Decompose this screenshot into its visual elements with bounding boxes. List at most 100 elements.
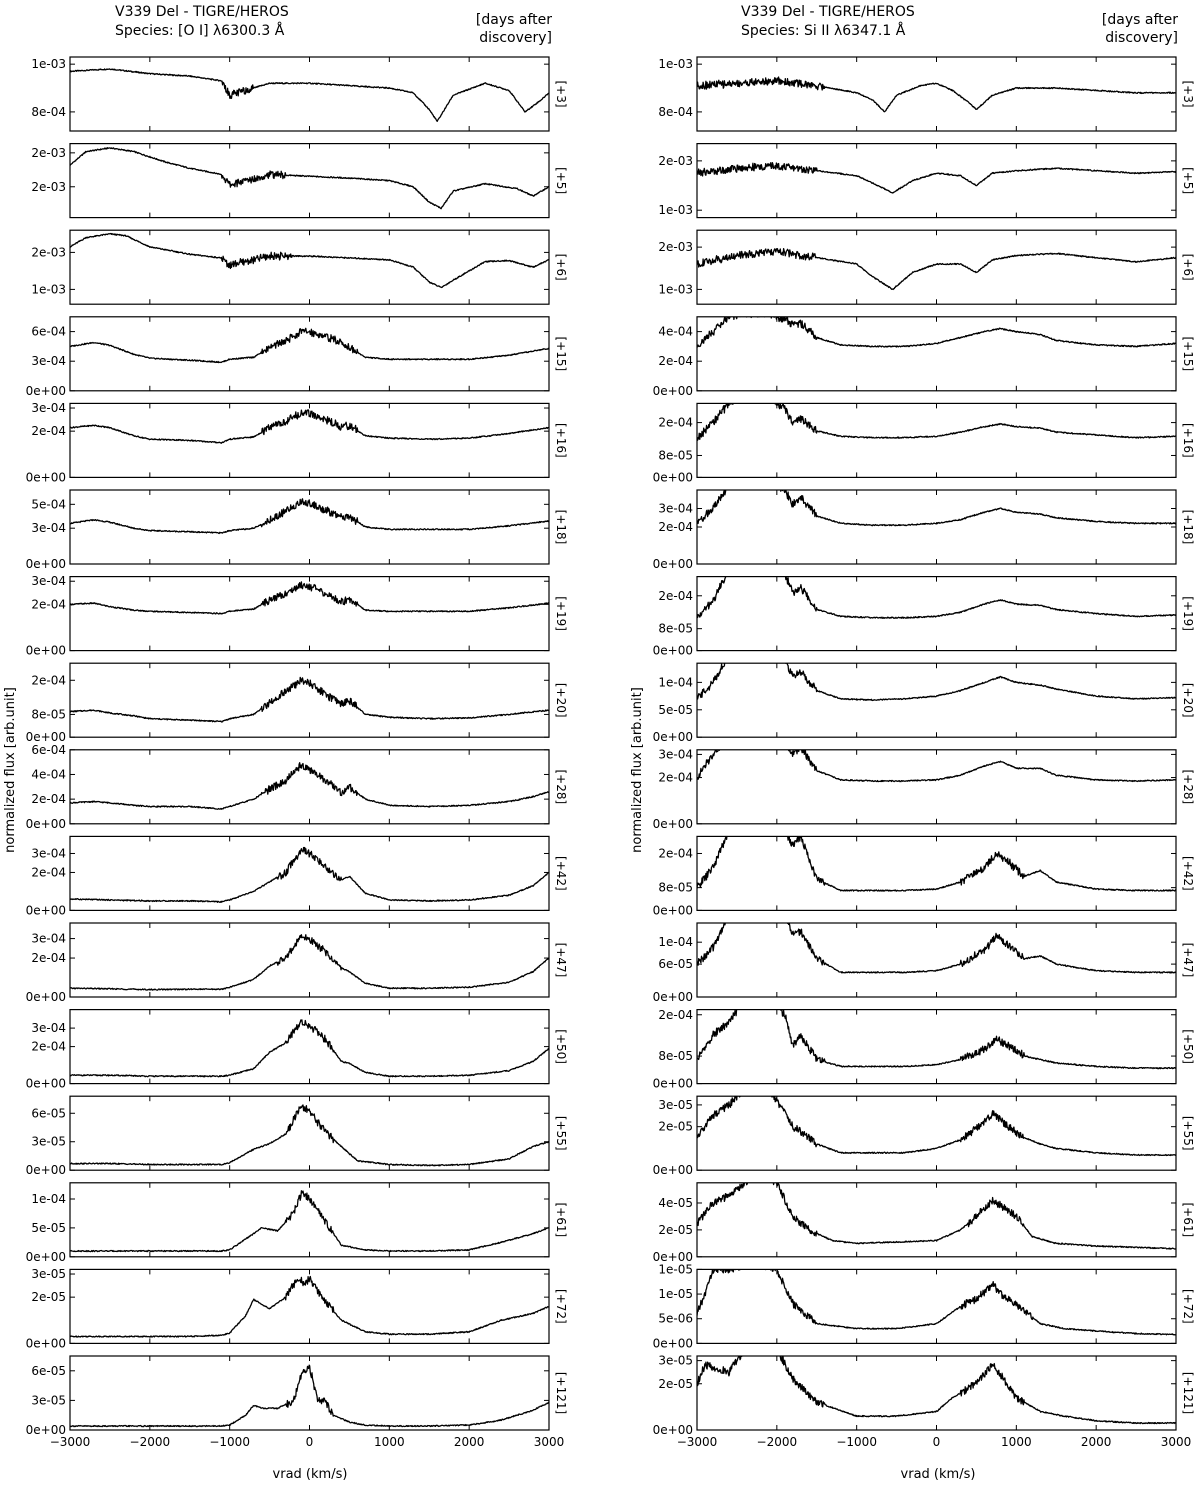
right-ytick-label-5-2: 0e+00 bbox=[653, 557, 693, 571]
right-panel-frame-8 bbox=[696, 749, 1177, 825]
left-day-label-9: [+42] bbox=[554, 856, 568, 891]
right-panel-8: 3e-04 2e-04 0e+00 [+28] bbox=[653, 747, 1195, 830]
left-ytick-label-6-1: 2e-04 bbox=[31, 597, 66, 611]
right-day-label-7: [+20] bbox=[1181, 683, 1195, 718]
right-panel-frame-14 bbox=[696, 1268, 1177, 1345]
right-xtick-label-6: 3000 bbox=[1161, 1435, 1192, 1449]
right-ytick-label-4-1: 8e-05 bbox=[658, 448, 693, 462]
right-spectrum-line-14 bbox=[697, 1269, 1176, 1336]
left-ytick-label-11-2: 0e+00 bbox=[26, 1077, 66, 1091]
right-ytick-label-15-2: 0e+00 bbox=[653, 1423, 693, 1437]
right-panel-frame-11 bbox=[696, 1008, 1177, 1085]
left-spectrum-line-10 bbox=[70, 934, 549, 991]
right-day-label-0: [+3] bbox=[1181, 80, 1195, 107]
left-spectrum-line-1 bbox=[70, 147, 549, 210]
right-ytick-label-6-1: 8e-05 bbox=[658, 622, 693, 636]
right-ytick-label-9-1: 8e-05 bbox=[658, 881, 693, 895]
right-panel-frame-2 bbox=[696, 229, 1177, 305]
right-days-header-line2: discovery] bbox=[1105, 30, 1178, 46]
left-panel-frame-7 bbox=[69, 662, 550, 738]
right-ytick-label-14-1: 1e-05 bbox=[658, 1287, 693, 1301]
left-ytick-label-10-2: 0e+00 bbox=[26, 990, 66, 1004]
left-y-axis-label: normalized flux [arb.unit] bbox=[3, 687, 18, 853]
right-ytick-label-8-0: 3e-04 bbox=[658, 747, 693, 761]
left-ytick-label-9-2: 0e+00 bbox=[26, 903, 66, 917]
left-panel-4: 3e-04 2e-04 0e+00 [+16] bbox=[26, 401, 568, 484]
left-ytick-label-7-0: 2e-04 bbox=[31, 673, 66, 687]
left-ytick-label-4-0: 3e-04 bbox=[31, 401, 66, 415]
left-panel-8: 6e-04 4e-04 2e-04 0e+00 [+28] bbox=[26, 743, 568, 831]
right-day-label-12: [+55] bbox=[1181, 1116, 1195, 1151]
right-spectrum-line-15 bbox=[697, 1356, 1176, 1425]
left-panel-11: 3e-04 2e-04 0e+00 [+50] bbox=[26, 1008, 568, 1091]
left-xtick-label-1: −2000 bbox=[130, 1435, 171, 1449]
left-ytick-label-11-0: 3e-04 bbox=[31, 1021, 66, 1035]
right-ytick-label-1-1: 1e-03 bbox=[658, 203, 693, 217]
left-day-label-14: [+72] bbox=[554, 1289, 568, 1324]
left-panel-15: 6e-05 3e-05 0e+00 [+121] bbox=[26, 1355, 568, 1437]
right-ytick-label-4-2: 0e+00 bbox=[653, 470, 693, 484]
left-day-label-11: [+50] bbox=[554, 1029, 568, 1064]
right-xtick-label-5: 2000 bbox=[1081, 1435, 1112, 1449]
left-ytick-label-12-0: 6e-05 bbox=[31, 1106, 66, 1120]
right-ytick-label-11-0: 2e-04 bbox=[658, 1008, 693, 1022]
right-spectrum-line-5 bbox=[697, 490, 1176, 527]
right-days-header-line1: [days after bbox=[1102, 12, 1178, 28]
right-panel-9: 2e-04 8e-05 0e+00 [+42] bbox=[653, 835, 1195, 917]
right-spectrum-line-12 bbox=[697, 1096, 1176, 1157]
right-ytick-label-10-2: 0e+00 bbox=[653, 990, 693, 1004]
left-panel-frame-8 bbox=[69, 749, 550, 825]
left-spectrum-line-14 bbox=[70, 1275, 549, 1338]
right-xtick-label-4: 1000 bbox=[1001, 1435, 1032, 1449]
right-ytick-label-13-2: 0e+00 bbox=[653, 1250, 693, 1264]
left-day-label-7: [+20] bbox=[554, 683, 568, 718]
left-xtick-label-3: 0 bbox=[306, 1435, 314, 1449]
right-panel-frame-5 bbox=[696, 489, 1177, 565]
left-ytick-label-5-2: 0e+00 bbox=[26, 557, 66, 571]
left-panel-14: 3e-05 2e-05 0e+00 [+72] bbox=[26, 1267, 568, 1350]
right-panel-1: 2e-03 1e-03 [+5] bbox=[658, 143, 1195, 219]
left-panel-frame-11 bbox=[69, 1008, 550, 1085]
right-chart-species: Species: Si II λ6347.1 Å bbox=[741, 22, 906, 39]
right-ytick-label-10-1: 6e-05 bbox=[658, 957, 693, 971]
right-panel-frame-4 bbox=[696, 402, 1177, 478]
left-ytick-label-1-0: 2e-03 bbox=[31, 146, 66, 160]
right-panel-10: 1e-04 6e-05 0e+00 [+47] bbox=[653, 922, 1195, 1004]
right-panel-3: 4e-04 2e-04 0e+00 [+15] bbox=[653, 316, 1195, 398]
right-xtick-label-2: −1000 bbox=[836, 1435, 877, 1449]
right-ytick-label-15-1: 2e-05 bbox=[658, 1377, 693, 1391]
left-xtick-label-6: 3000 bbox=[534, 1435, 565, 1449]
left-ytick-label-0-1: 8e-04 bbox=[31, 105, 66, 119]
right-xtick-label-1: −2000 bbox=[757, 1435, 798, 1449]
left-ytick-label-8-1: 4e-04 bbox=[31, 767, 66, 781]
right-panel-13: 4e-05 2e-05 0e+00 [+61] bbox=[653, 1182, 1195, 1264]
right-ytick-label-14-0: 1e-05 bbox=[658, 1262, 693, 1276]
left-ytick-label-6-2: 0e+00 bbox=[26, 644, 66, 658]
left-ytick-label-0-0: 1e-03 bbox=[31, 57, 66, 71]
left-ytick-label-9-0: 3e-04 bbox=[31, 846, 66, 860]
right-spectrum-line-7 bbox=[697, 663, 1176, 702]
left-days-header-line1: [days after bbox=[476, 12, 552, 28]
right-day-label-1: [+5] bbox=[1181, 167, 1195, 194]
left-day-label-0: [+3] bbox=[554, 80, 568, 107]
right-day-label-8: [+28] bbox=[1181, 769, 1195, 804]
left-ytick-label-12-1: 3e-05 bbox=[31, 1135, 66, 1149]
right-spectrum-line-0 bbox=[697, 76, 1176, 113]
right-panel-frame-15 bbox=[696, 1355, 1177, 1431]
left-ytick-label-6-0: 3e-04 bbox=[31, 574, 66, 588]
left-ytick-label-15-2: 0e+00 bbox=[26, 1423, 66, 1437]
right-ytick-label-0-0: 1e-03 bbox=[658, 57, 693, 71]
left-ytick-label-4-1: 2e-04 bbox=[31, 424, 66, 438]
left-chart-title: V339 Del - TIGRE/HEROS bbox=[115, 4, 289, 20]
left-ytick-label-13-1: 5e-05 bbox=[31, 1221, 66, 1235]
right-day-label-4: [+16] bbox=[1181, 423, 1195, 458]
left-day-label-6: [+19] bbox=[554, 596, 568, 631]
left-day-label-5: [+18] bbox=[554, 510, 568, 545]
right-day-label-9: [+42] bbox=[1181, 856, 1195, 891]
left-spectrum-line-4 bbox=[70, 409, 549, 444]
left-ytick-label-7-1: 8e-05 bbox=[31, 707, 66, 721]
left-xtick-label-5: 2000 bbox=[454, 1435, 485, 1449]
right-spectrum-line-3 bbox=[697, 316, 1176, 348]
right-ytick-label-3-0: 4e-04 bbox=[658, 325, 693, 339]
left-x-axis-label: vrad (km/s) bbox=[273, 1467, 348, 1482]
